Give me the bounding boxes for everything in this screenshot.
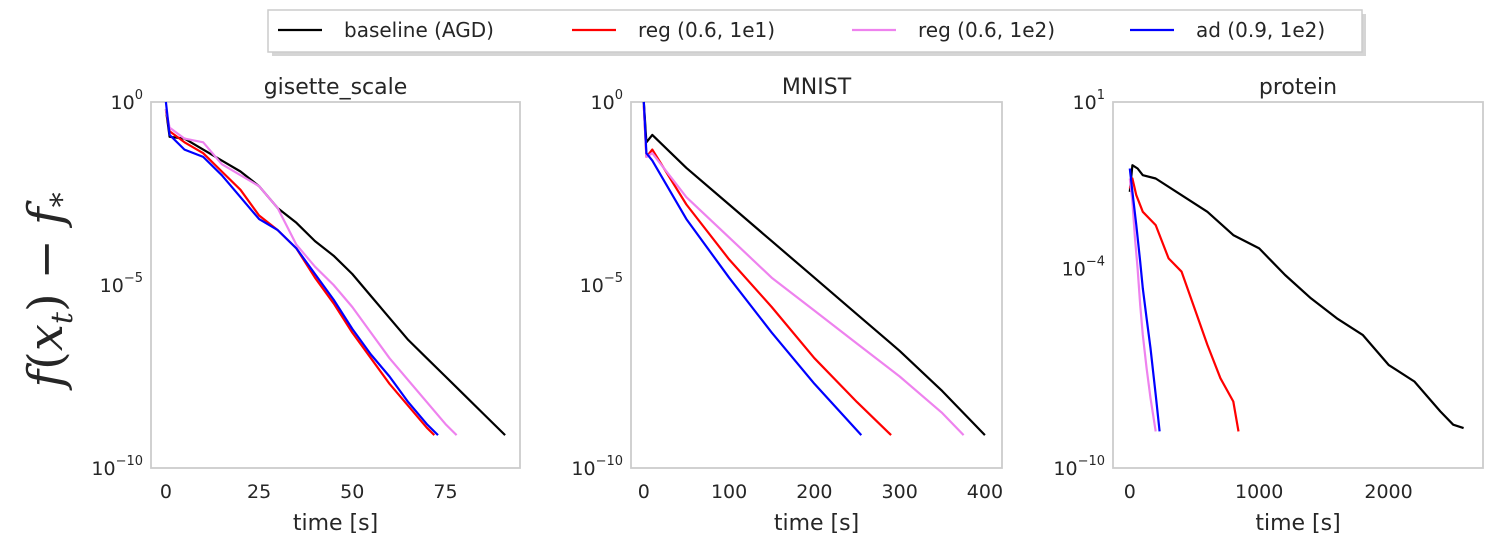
legend-label: reg (0.6, 1e1) [638,18,775,42]
legend-label: ad (0.9, 1e2) [1196,18,1325,42]
series-line-ad-0-9-1e2- [1128,168,1161,432]
x-tick-label: 200 [796,481,832,503]
legend-frame [267,9,1363,53]
series-line-ad-0-9-1e2- [164,101,439,436]
x-axis-label: time [s] [1255,511,1340,536]
panel-title: gisette_scale [264,75,408,100]
series-line-baseline-agd- [642,101,986,436]
y-tick-label: 10−5 [100,271,143,297]
legend-label: baseline (AGD) [344,18,494,42]
y-tick-label: 10−10 [91,454,143,480]
legend: baseline (AGD) reg (0.6, 1e1) reg (0.6, 1e… [267,9,1366,56]
legend-label: reg (0.6, 1e2) [918,18,1055,42]
y-tick-label: 100 [591,88,623,114]
series-line-baseline-agd- [1128,164,1464,430]
y-tick-label: 101 [1073,88,1105,114]
plot-area [630,101,1003,469]
ylabel-x: x [18,324,74,351]
y-tick-label: 100 [111,88,143,114]
x-axis-label: time [s] [293,511,378,536]
panel-mnist: MNIST 0 100 200 300 400 time [s] 100 10−5 10−10 [571,75,1003,536]
x-tick-label: 400 [967,481,1003,503]
panel-title: MNIST [782,75,852,100]
x-tick-label: 2000 [1364,481,1412,503]
ylabel-close-paren: ) [18,293,74,312]
x-tick-label: 300 [882,481,918,503]
ylabel-sub-star: * [45,192,80,207]
ylabel-sub-t: t [45,311,80,324]
y-tick-label: 10−10 [571,454,623,480]
x-tick-label: 0 [638,481,650,503]
series-line-reg-0-6-1e2- [1128,178,1157,432]
ylabel-open-paren: ( [18,351,74,370]
x-axis-label: time [s] [774,511,859,536]
panel-protein: protein 0 1000 2000 time [s] 101 10−4 10−10 [1053,75,1484,536]
ylabel-minus: − [18,239,74,279]
x-tick-label: 25 [247,481,271,503]
y-axis-label: f(xt)−f* [18,192,80,390]
series-line-reg-0-6-1e2- [164,109,458,436]
plot-area [1112,101,1484,469]
series-line-baseline-agd- [164,109,506,436]
y-tick-label: 10−5 [580,271,623,297]
x-tick-label: 100 [711,481,747,503]
y-tick-label: 10−4 [1062,254,1105,280]
x-tick-label: 0 [160,481,172,503]
series-line-ad-0-9-1e2- [642,101,863,436]
svg-text:f(xt)−f*: f(xt)−f* [18,192,80,390]
panel-gisette-scale: gisette_scale 0 25 50 75 time [s] 100 10−5 10−10 [91,75,521,536]
y-tick-label: 10−10 [1053,454,1105,480]
series-line-reg-0-6-1e1- [1128,177,1240,432]
panel-title: protein [1259,75,1337,100]
x-tick-label: 50 [340,481,364,503]
x-tick-label: 75 [433,481,457,503]
series-line-reg-0-6-1e2- [642,105,965,436]
x-tick-label: 1000 [1235,481,1283,503]
x-tick-label: 0 [1124,481,1136,503]
